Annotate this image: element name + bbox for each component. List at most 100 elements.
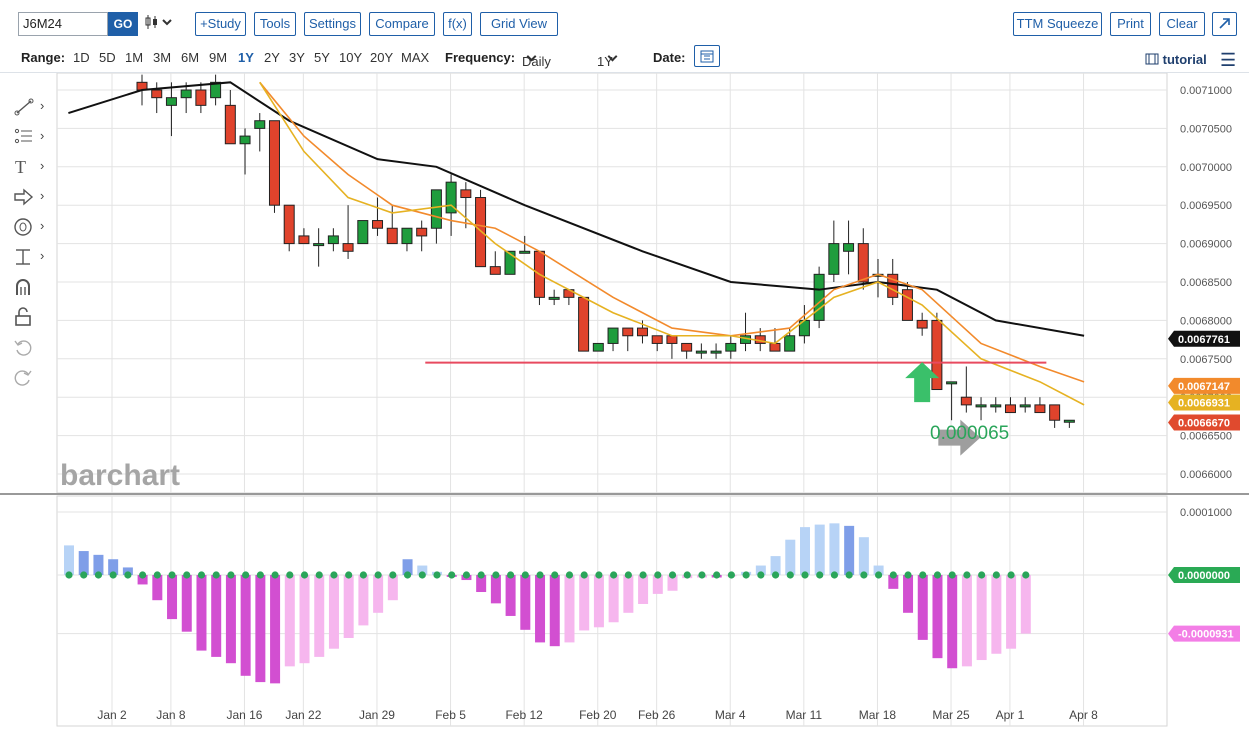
histogram-bar — [93, 554, 104, 575]
price-tag: 0.0067761 — [1178, 334, 1230, 346]
candle-body — [931, 319, 943, 391]
settings-button[interactable]: Settings — [304, 12, 361, 36]
date-tick-label: Jan 29 — [359, 708, 395, 722]
price-chart[interactable]: barchart 0.000065 0.0071000 0.0070500 0.00… — [0, 73, 1249, 733]
range-max[interactable]: MAX — [401, 50, 430, 65]
hamburger-icon[interactable]: ☰ — [1220, 50, 1237, 70]
range-5y[interactable]: 5Y — [314, 50, 330, 65]
candle-body — [828, 243, 840, 275]
candle-body — [975, 404, 987, 408]
compare-button[interactable]: Compare — [369, 12, 435, 36]
text-tool-icon[interactable]: T › — [15, 157, 45, 177]
chart-type-dropdown[interactable] — [144, 14, 174, 30]
histogram-bar — [167, 575, 178, 620]
line-tool-icon[interactable]: › — [12, 96, 52, 120]
undo-icon[interactable] — [12, 336, 52, 360]
range-9m[interactable]: 9M — [209, 50, 228, 65]
measure-tool-icon[interactable]: › — [16, 248, 45, 265]
histogram-bar — [490, 575, 501, 604]
redo-icon[interactable] — [12, 366, 52, 390]
histogram-bar — [181, 575, 192, 632]
squeeze-dot — [580, 571, 588, 579]
magnet-icon[interactable] — [12, 276, 52, 300]
candle-body — [651, 335, 663, 344]
range-1y[interactable]: 1Y — [238, 50, 254, 65]
tutorial-link[interactable]: tutorial — [1145, 52, 1207, 67]
price-tick-label: 0.0069000 — [1180, 239, 1232, 251]
range-2y[interactable]: 2Y — [264, 50, 280, 65]
range-5d[interactable]: 5D — [99, 50, 116, 65]
squeeze-dot — [742, 571, 750, 579]
ttm-squeeze-button[interactable]: TTM Squeeze — [1013, 12, 1102, 36]
print-button[interactable]: Print — [1110, 12, 1151, 36]
squeeze-dot — [183, 571, 191, 579]
squeeze-dot — [492, 571, 500, 579]
svg-text:T: T — [15, 157, 26, 177]
frequency-dropdown[interactable]: Daily — [522, 50, 551, 69]
squeeze-dot — [727, 571, 736, 579]
squeeze-dot — [389, 571, 397, 579]
squeeze-dot — [227, 571, 235, 579]
squeeze-dot — [256, 571, 264, 579]
candle-body — [460, 189, 472, 199]
price-tag-bg — [1168, 394, 1240, 411]
candle-body — [901, 289, 913, 321]
squeeze-dot — [845, 571, 853, 579]
histogram-bar — [829, 523, 840, 575]
date-tick-label: Mar 11 — [786, 708, 823, 722]
price-tick-label: 0.0070500 — [1180, 123, 1232, 135]
squeeze-dot — [698, 571, 706, 579]
candle-body — [445, 181, 457, 214]
histogram-bar — [991, 575, 1002, 654]
candle-body — [268, 120, 280, 206]
date-tick-label: Apr 1 — [996, 708, 1025, 722]
shape-tool-icon[interactable]: › — [12, 216, 52, 240]
price-tick-label: 0.0070000 — [1180, 162, 1232, 174]
symbol-input[interactable]: J6M24 — [18, 12, 108, 36]
histogram-bar — [638, 575, 649, 604]
histogram-bar — [976, 575, 987, 661]
histogram-bar — [903, 575, 914, 613]
candle-body — [1049, 404, 1061, 421]
up-arrow-icon — [905, 362, 940, 403]
range-3y[interactable]: 3Y — [289, 50, 305, 65]
clear-button[interactable]: Clear — [1159, 12, 1205, 36]
range-1m[interactable]: 1M — [125, 50, 144, 65]
fib-tool-icon[interactable]: › — [12, 126, 52, 150]
histogram-bar — [564, 575, 575, 643]
date-tick-label: Apr 8 — [1069, 708, 1098, 722]
range-20y[interactable]: 20Y — [370, 50, 394, 65]
histogram-tag-bg — [1168, 625, 1240, 642]
histogram-bar — [1020, 575, 1031, 634]
histogram-bar — [137, 575, 148, 585]
expand-icon[interactable] — [1212, 12, 1237, 36]
range-1d[interactable]: 1D — [73, 50, 90, 65]
date-tick-label: Jan 8 — [156, 708, 186, 722]
tools-button[interactable]: Tools — [254, 12, 296, 36]
histogram-bar — [299, 575, 310, 664]
fx-button[interactable]: f(x) — [443, 12, 472, 36]
calendar-icon[interactable] — [694, 45, 720, 67]
candle-body — [769, 342, 781, 352]
price-tag-bg — [1168, 377, 1240, 394]
lock-icon[interactable] — [12, 306, 52, 330]
candlestick-icon[interactable] — [144, 14, 174, 33]
squeeze-dot — [551, 571, 559, 579]
histogram-bar — [255, 575, 266, 683]
period-dropdown[interactable]: 1Y — [597, 50, 618, 69]
range-3m[interactable]: 3M — [153, 50, 172, 65]
arrow-tool-icon[interactable]: › — [12, 186, 52, 210]
barchart-watermark: barchart — [60, 459, 180, 492]
squeeze-dot — [978, 571, 986, 579]
study-button[interactable]: +Study — [195, 12, 246, 36]
squeeze-dot — [801, 571, 809, 579]
histogram-bar — [888, 575, 899, 589]
go-button[interactable]: GO — [108, 12, 138, 36]
squeeze-dot — [109, 571, 117, 579]
grid-view-button[interactable]: Grid View — [480, 12, 558, 36]
price-tag: 0.0066670 — [1178, 418, 1230, 430]
date-tick-label: Jan 16 — [226, 708, 262, 722]
range-10y[interactable]: 10Y — [339, 50, 363, 65]
range-6m[interactable]: 6M — [181, 50, 200, 65]
squeeze-dot — [94, 571, 103, 579]
